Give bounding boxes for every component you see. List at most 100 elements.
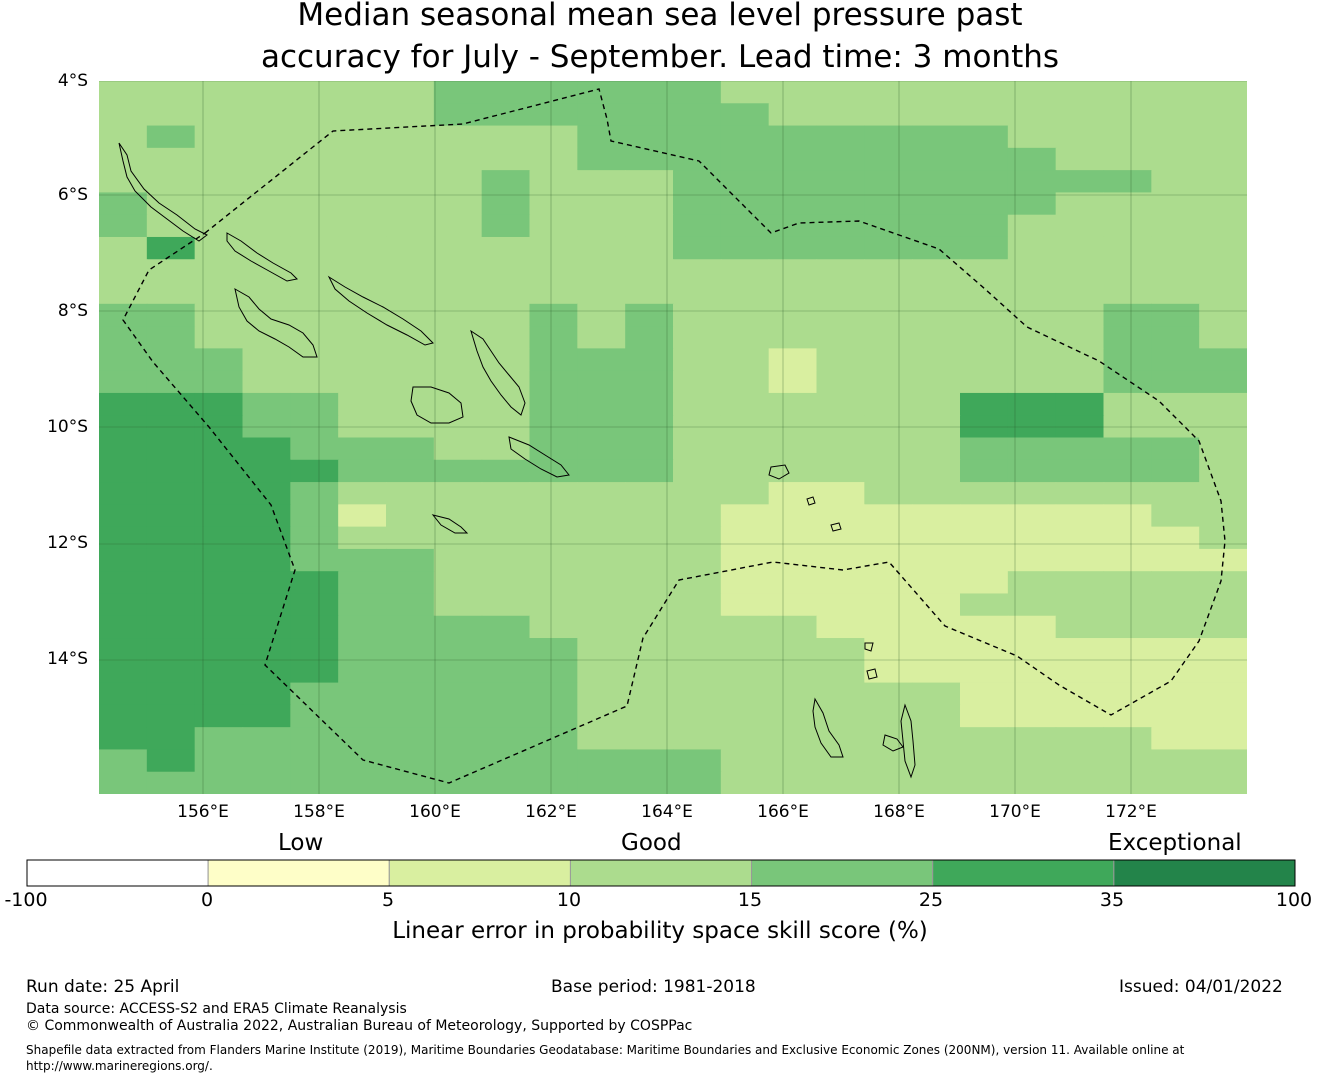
grid-cell <box>720 682 770 706</box>
grid-cell <box>1103 682 1152 706</box>
grid-cell <box>386 482 435 505</box>
grid-cell <box>290 771 339 794</box>
grid-cell <box>290 370 339 394</box>
grid-cell <box>481 638 531 661</box>
grid-cell <box>290 638 339 661</box>
grid-cell <box>1199 281 1247 305</box>
grid-cell <box>386 571 435 595</box>
grid-cell <box>194 103 244 127</box>
grid-cell <box>720 415 770 439</box>
grid-cell <box>577 170 626 194</box>
grid-cell <box>242 704 291 728</box>
grid-cell <box>1199 548 1247 572</box>
grid-cell <box>768 192 818 216</box>
grid-cell <box>768 415 818 439</box>
shapefile-line-2: http://www.marineregions.org/. <box>26 1059 213 1073</box>
run-date: Run date: 25 April <box>26 977 180 997</box>
grid-cell <box>481 236 531 260</box>
grid-cell <box>960 81 1009 104</box>
grid-cell <box>912 281 961 305</box>
grid-cell <box>864 103 913 127</box>
grid-cell <box>386 415 435 439</box>
grid-cell <box>625 682 674 706</box>
grid-cell <box>242 660 291 684</box>
grid-cell <box>529 415 578 439</box>
grid-cell <box>1151 482 1200 505</box>
grid-cell <box>529 236 578 260</box>
grid-cell <box>242 504 291 528</box>
colorbar-tick: 100 <box>1275 889 1313 911</box>
grid-cell <box>529 526 578 550</box>
grid-cell <box>1007 125 1057 149</box>
grid-cell <box>99 548 148 572</box>
grid-cell <box>290 727 339 751</box>
grid-cell <box>1055 638 1105 661</box>
grid-cell <box>960 704 1009 728</box>
grid-cell <box>673 504 722 528</box>
grid-cell <box>960 326 1009 349</box>
grid-cell <box>720 236 770 260</box>
colorbar-tick: 35 <box>1099 889 1125 911</box>
grid-cell <box>625 147 674 171</box>
grid-cell <box>1151 370 1200 394</box>
grid-cell <box>1151 103 1200 127</box>
grid-cell <box>1199 615 1247 639</box>
grid-cell <box>338 749 387 773</box>
grid-cell <box>529 660 578 684</box>
grid-cell <box>290 749 339 773</box>
grid-cell <box>194 571 244 595</box>
grid-cell <box>1055 415 1105 439</box>
grid-cell <box>290 615 339 639</box>
grid-cell <box>768 170 818 194</box>
grid-cell <box>1007 615 1057 639</box>
grid-cell <box>1151 125 1200 149</box>
grid-cell <box>290 103 339 127</box>
grid-cell <box>768 214 818 238</box>
grid-cell <box>146 638 196 661</box>
grid-cell <box>768 615 818 639</box>
grid-cell <box>768 660 818 684</box>
grid-cell <box>768 81 818 104</box>
grid-cell <box>720 81 770 104</box>
grid-cell <box>1103 727 1152 751</box>
grid-cell <box>146 303 196 327</box>
colorbar-tick: -100 <box>4 889 48 911</box>
grid-cell <box>625 459 674 483</box>
grid-cell <box>1055 749 1105 773</box>
grid-cell <box>194 125 244 149</box>
grid-cell <box>1055 170 1105 194</box>
grid-cell <box>99 704 148 728</box>
grid-cell <box>481 593 531 617</box>
grid-cell <box>625 170 674 194</box>
colorbar-segment <box>569 859 753 887</box>
grid-cell <box>768 236 818 260</box>
grid-cell <box>1199 526 1247 550</box>
lat-label: 6°S <box>57 185 88 205</box>
grid-cell <box>194 638 244 661</box>
grid-cell <box>99 125 148 149</box>
grid-cell <box>1055 236 1105 260</box>
grid-cell <box>290 170 339 194</box>
grid-cell <box>1007 370 1057 394</box>
grid-cell <box>720 660 770 684</box>
grid-cell <box>386 638 435 661</box>
grid-cell <box>146 571 196 595</box>
grid-cell <box>960 526 1009 550</box>
grid-cell <box>242 214 291 238</box>
grid-cell <box>577 236 626 260</box>
grid-cell <box>338 103 387 127</box>
grid-cell <box>99 392 148 416</box>
grid-cell <box>1199 704 1247 728</box>
grid-cell <box>99 103 148 127</box>
grid-cell <box>1199 236 1247 260</box>
grid-cell <box>1007 704 1057 728</box>
grid-cell <box>529 326 578 349</box>
grid-cell <box>673 370 722 394</box>
grid-cell <box>290 236 339 260</box>
grid-cell <box>242 571 291 595</box>
grid-cell <box>99 459 148 483</box>
grid-cell <box>673 170 722 194</box>
grid-cell <box>768 303 818 327</box>
grid-cell <box>625 437 674 461</box>
grid-cell <box>338 392 387 416</box>
